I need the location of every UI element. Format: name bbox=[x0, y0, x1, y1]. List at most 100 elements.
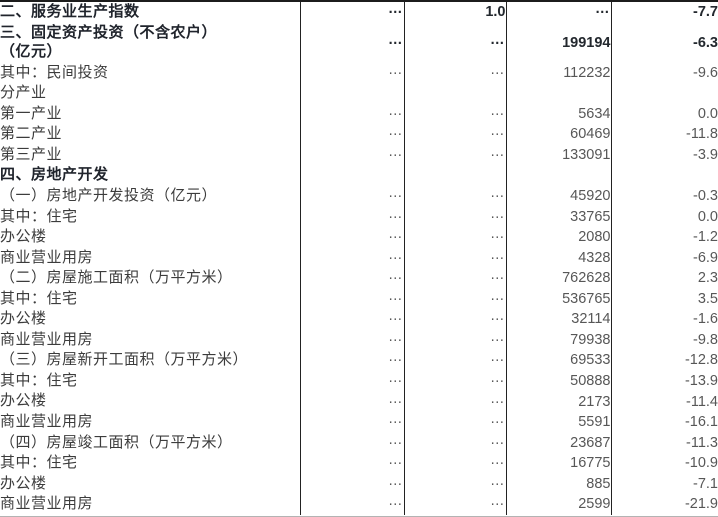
table-row: 办公楼…… 2080 -1.2 bbox=[0, 226, 718, 248]
value-cell: 2080 bbox=[506, 226, 612, 248]
table-row: 商业营业用房…… 2599 -21.9 bbox=[0, 494, 718, 515]
table-row: 办公楼…… 2173 -11.4 bbox=[0, 391, 718, 412]
value-cell: 0.0 bbox=[697, 105, 718, 122]
ellipsis-no-data-icon: … bbox=[388, 185, 404, 202]
value-cell: 2173 bbox=[506, 391, 612, 412]
no-data-cell: … bbox=[404, 432, 507, 453]
ellipsis-no-data-icon: … bbox=[490, 124, 506, 140]
row-label: 办公楼 bbox=[0, 309, 301, 330]
ellipsis-no-data-icon: … bbox=[388, 206, 404, 222]
no-data-cell: … bbox=[300, 144, 405, 166]
empty-cell bbox=[404, 83, 507, 104]
value-cell: -16.1 bbox=[684, 414, 718, 431]
table-row: 其中：住宅…… 50888 -13.9 bbox=[0, 370, 718, 392]
ellipsis-no-data-icon: … bbox=[490, 432, 506, 448]
value-cell: -11.8 bbox=[686, 126, 718, 143]
empty-cell bbox=[506, 83, 612, 104]
row-label: 办公楼 bbox=[0, 226, 301, 248]
ellipsis-no-data-icon: … bbox=[490, 329, 506, 345]
ellipsis-no-data-icon: … bbox=[388, 247, 404, 263]
no-data-cell: … bbox=[404, 185, 507, 207]
table-row: （四）房屋竣工面积（万平方米）…… 23687 -11.3 bbox=[0, 432, 718, 453]
no-data-cell: … bbox=[300, 473, 405, 495]
no-data-cell: … bbox=[300, 247, 405, 269]
row-label: 其中：住宅 bbox=[0, 370, 301, 392]
row-label: 办公楼 bbox=[0, 391, 301, 412]
value-cell: -13.9 bbox=[684, 373, 718, 390]
row-label: 其中：民间投资 bbox=[0, 62, 301, 84]
table-row: 办公楼…… 32114 -1.6 bbox=[0, 309, 718, 330]
ellipsis-no-data-icon: … bbox=[490, 31, 506, 48]
value-cell: -11.3 bbox=[686, 434, 718, 451]
empty-cell bbox=[506, 165, 612, 186]
no-data-cell: … bbox=[404, 22, 507, 63]
value-cell: 762628 bbox=[506, 268, 612, 289]
no-data-cell: … bbox=[404, 103, 507, 125]
row-label: 第一产业 bbox=[0, 103, 301, 125]
ellipsis-no-data-icon: … bbox=[388, 370, 404, 387]
value-cell: 32114 bbox=[506, 309, 612, 330]
table-row: 其中：住宅…… 33765 0.0 bbox=[0, 206, 718, 227]
value-cell: -11.4 bbox=[686, 393, 718, 410]
no-data-cell: … bbox=[300, 62, 405, 84]
value-cell: -7.7 bbox=[693, 4, 718, 21]
value-cell: -1.2 bbox=[693, 229, 718, 246]
ellipsis-no-data-icon: … bbox=[388, 391, 404, 407]
row-label: （三）房屋新开工面积（万平方米） bbox=[0, 350, 301, 371]
value-cell: -21.9 bbox=[684, 496, 718, 513]
table-row: 第三产业…… 133091 -3.9 bbox=[0, 144, 718, 166]
ellipsis-no-data-icon: … bbox=[490, 391, 506, 407]
value-cell: 33765 bbox=[506, 206, 612, 227]
row-label: （一）房地产开发投资（亿元） bbox=[0, 185, 301, 207]
no-data-cell: … bbox=[404, 350, 507, 371]
value-cell: 79938 bbox=[506, 329, 612, 351]
value-cell: -0.3 bbox=[693, 188, 718, 205]
table-row: 分产业 bbox=[0, 83, 718, 104]
ellipsis-no-data-icon: … bbox=[388, 452, 404, 469]
row-label: 商业营业用房 bbox=[0, 494, 301, 515]
ellipsis-no-data-icon: … bbox=[490, 411, 506, 428]
value-cell: -12.8 bbox=[684, 352, 718, 369]
ellipsis-no-data-icon: … bbox=[490, 206, 506, 222]
row-label: 第三产业 bbox=[0, 144, 301, 166]
no-data-cell: … bbox=[300, 309, 405, 330]
row-label: 四、房地产开发 bbox=[0, 165, 301, 186]
table-row: 四、房地产开发 bbox=[0, 165, 718, 186]
row-label: 二、服务业生产指数 bbox=[0, 2, 301, 23]
value-cell: -6.3 bbox=[693, 34, 718, 51]
ellipsis-no-data-icon: … bbox=[490, 473, 506, 489]
ellipsis-no-data-icon: … bbox=[388, 62, 404, 78]
no-data-cell: … bbox=[300, 206, 405, 227]
ellipsis-no-data-icon: … bbox=[388, 329, 404, 345]
ellipsis-no-data-icon: … bbox=[388, 432, 404, 448]
value-cell: -3.9 bbox=[693, 147, 718, 163]
ellipsis-no-data-icon: … bbox=[388, 226, 404, 243]
ellipsis-no-data-icon: … bbox=[490, 103, 506, 119]
ellipsis-no-data-icon: … bbox=[490, 452, 506, 469]
ellipsis-no-data-icon: … bbox=[388, 268, 404, 284]
ellipsis-no-data-icon: … bbox=[490, 247, 506, 263]
no-data-cell: … bbox=[404, 288, 507, 310]
no-data-cell: … bbox=[404, 268, 507, 289]
no-data-cell: … bbox=[404, 309, 507, 330]
no-data-cell: … bbox=[300, 452, 405, 474]
ellipsis-no-data-icon: … bbox=[490, 62, 506, 78]
ellipsis-no-data-icon: … bbox=[595, 2, 611, 18]
row-label: 其中：住宅 bbox=[0, 206, 301, 227]
table-row: （一）房地产开发投资（亿元）…… 45920 -0.3 bbox=[0, 185, 718, 207]
empty-cell bbox=[300, 165, 405, 186]
no-data-cell: … bbox=[300, 22, 405, 63]
no-data-cell: … bbox=[404, 329, 507, 351]
no-data-cell: … bbox=[300, 329, 405, 351]
ellipsis-no-data-icon: … bbox=[388, 411, 404, 428]
value-cell: 2599 bbox=[506, 494, 612, 515]
no-data-cell: … bbox=[300, 226, 405, 248]
value-cell: 536765 bbox=[506, 288, 612, 310]
ellipsis-no-data-icon: … bbox=[388, 2, 404, 18]
value-cell: 45920 bbox=[506, 185, 612, 207]
empty-cell bbox=[611, 165, 718, 186]
no-data-cell: … bbox=[300, 103, 405, 125]
value-cell: 23687 bbox=[506, 432, 612, 453]
value-cell: 199194 bbox=[506, 22, 612, 63]
